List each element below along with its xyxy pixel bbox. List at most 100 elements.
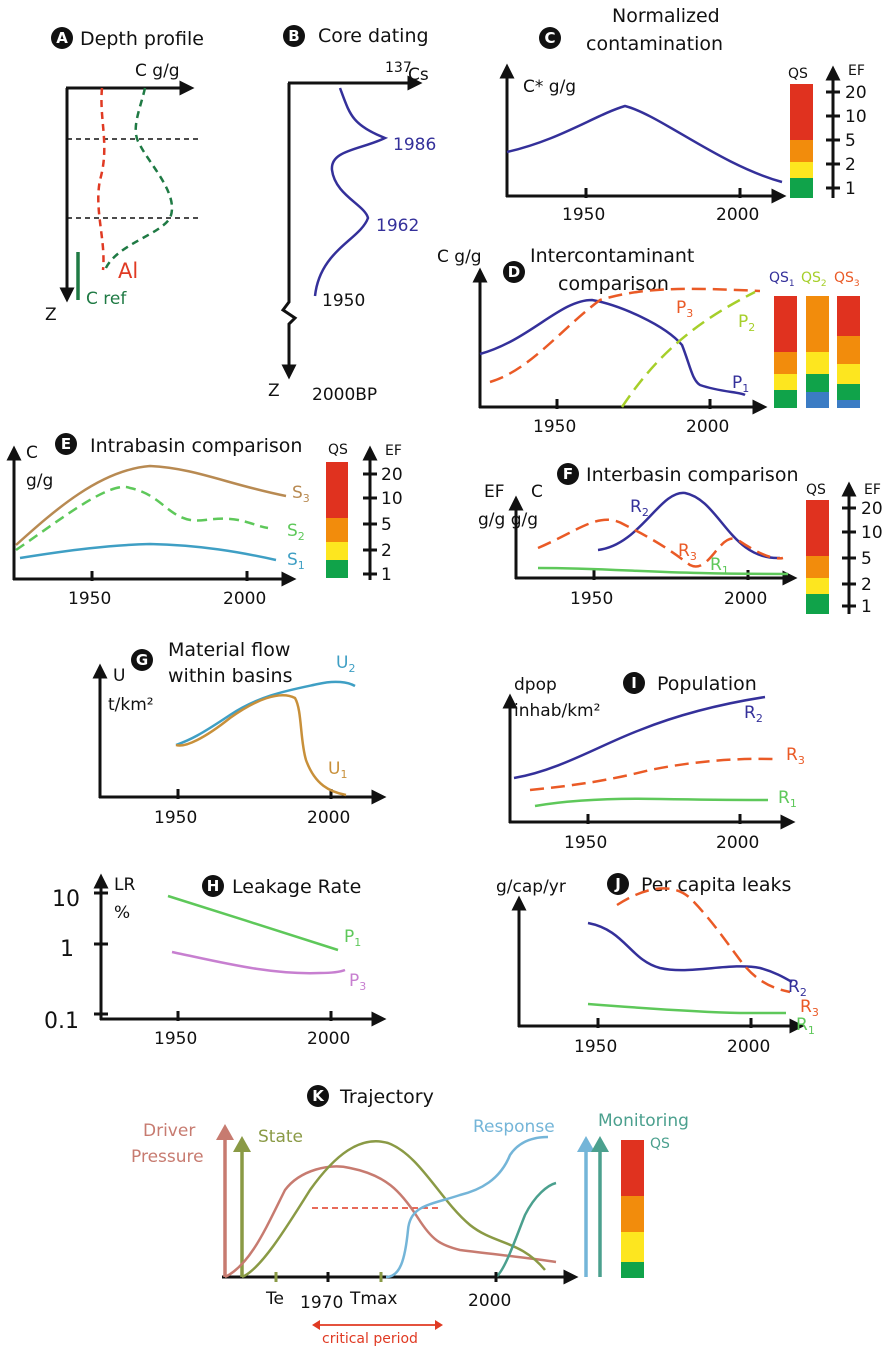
panel-h-p3-curve <box>171 950 346 975</box>
panel-d-intercontaminant-comparison: C g/g D Intercontaminant comparison 1950… <box>437 245 860 437</box>
panel-h-tick-label-2000: 2000 <box>307 1029 350 1049</box>
panel-a-cref-profile <box>103 87 174 271</box>
panel-k-monitoring-arrowhead <box>591 1136 609 1152</box>
panel-f-r1-label: R1 <box>710 555 729 577</box>
panel-i-r3-curve <box>529 757 776 792</box>
panel-e-letter: E <box>61 435 71 453</box>
panel-b-badge <box>283 25 305 47</box>
panel-k-qs-yellow <box>621 1232 644 1262</box>
panel-d-title-line2: comparison <box>558 273 669 295</box>
panel-i-badge <box>623 672 645 694</box>
panel-d-qs3-blue <box>837 400 860 408</box>
panel-i-y-label-1: dpop <box>514 675 557 695</box>
panel-d-qs3-orange <box>837 336 860 364</box>
panel-f-qs-orange <box>806 556 829 578</box>
panel-f-tick-label-2000: 2000 <box>724 589 767 609</box>
panel-f-qs-red <box>806 500 829 556</box>
panel-d-p2-label: P2 <box>738 312 755 334</box>
panel-j-letter: J <box>614 875 621 893</box>
panel-h-y-label-1: LR <box>114 875 135 895</box>
panel-j-title: Per capita leaks <box>641 874 791 896</box>
panel-a-badge <box>51 27 73 49</box>
panel-j-r1-label: R1 <box>796 1015 815 1037</box>
panel-f-ef-tick-20: 20 <box>861 499 883 519</box>
panel-d-qs1-orange <box>774 352 797 374</box>
panel-f-r3-curve <box>537 518 784 568</box>
panel-k-driver-arrowhead <box>216 1124 234 1140</box>
panel-k-qs-label: QS <box>650 1136 670 1152</box>
panel-g-tick-label-1950: 1950 <box>154 808 197 828</box>
panel-b-cs-profile <box>313 87 389 297</box>
panel-h-tick-label-1950: 1950 <box>154 1029 197 1049</box>
panel-a-title: Depth profile <box>80 28 204 50</box>
panel-c-ef-tick-20: 20 <box>845 83 867 103</box>
panel-b-cs-superscript: 137 <box>385 60 412 76</box>
panel-h-y-tick-10: 10 <box>52 887 80 912</box>
panel-c-qs-green <box>790 178 813 198</box>
panel-d-y-label: C g/g <box>437 247 482 267</box>
panel-d-qs1-green <box>774 390 797 408</box>
panel-j-r2-label: R2 <box>788 977 807 999</box>
panel-f-ef-tick-5: 5 <box>861 549 872 569</box>
panel-f-badge <box>557 463 579 485</box>
panel-e-qs-green <box>326 560 348 578</box>
panel-d-qs2-yellow <box>806 352 829 374</box>
panel-e-ef-tick-20: 20 <box>381 465 403 485</box>
panel-f-r2-label: R2 <box>630 497 649 519</box>
panel-h-p1-curve <box>167 894 339 952</box>
panel-i-r1-label: R1 <box>778 788 797 810</box>
panel-f-ef-tick-10: 10 <box>861 523 883 543</box>
panel-f-qs-label: QS <box>806 482 826 498</box>
panel-d-qs1-red <box>774 296 797 352</box>
panel-b-1962-label: 1962 <box>376 216 419 236</box>
panel-k-state-label: State <box>258 1127 303 1147</box>
panel-e-title: Intrabasin comparison <box>90 435 302 457</box>
panel-g-u1-curve <box>175 693 347 797</box>
panel-c-title-line2: contamination <box>586 33 723 55</box>
panel-f-r2-curve <box>597 491 781 560</box>
panel-f-letter: F <box>563 465 573 483</box>
panel-b-y-label: Z <box>268 381 280 401</box>
panel-k-driver-label: Driver <box>143 1121 195 1141</box>
panel-i-r2-label: R2 <box>744 703 763 725</box>
panel-k-state-arrowhead <box>233 1136 251 1152</box>
panel-e-ef-tick-2: 2 <box>381 541 392 561</box>
panel-c-qs-label: QS <box>788 66 808 82</box>
panel-a-y-label: Z <box>45 305 57 325</box>
panel-k-critical-label: critical period <box>322 1331 418 1347</box>
panel-j-r2-curve <box>587 921 793 984</box>
panel-k-qs-green <box>621 1262 644 1278</box>
panel-b-cs-label: Cs <box>408 65 429 85</box>
panel-k-1970-label: 1970 <box>300 1293 343 1313</box>
panel-d-tick-label-1950: 1950 <box>533 417 576 437</box>
panel-d-letter: D <box>508 263 520 281</box>
panel-e-s3-label: S3 <box>292 483 310 505</box>
panel-c-ef-tick-1: 1 <box>845 179 856 199</box>
panel-f-qs-yellow <box>806 578 829 594</box>
panel-e-badge <box>55 433 77 455</box>
panel-b-1986-label: 1986 <box>393 135 436 155</box>
panel-d-p1-label: P1 <box>732 373 749 395</box>
panel-a-depth-profile: A Depth profile C g/g Z Al C ref <box>45 27 204 325</box>
panel-j-tick-label-2000: 2000 <box>727 1037 770 1057</box>
panel-j-r3-label: R3 <box>800 997 819 1019</box>
panel-e-s1-curve <box>19 542 277 562</box>
panel-c-badge <box>539 27 561 49</box>
panel-d-title-line1: Intercontaminant <box>530 245 694 267</box>
panel-g-y-label-1: U <box>113 666 125 686</box>
panel-h-y-tick-1: 1 <box>60 937 74 962</box>
panel-k-te-label: Te <box>265 1289 284 1309</box>
panel-f-qs-green <box>806 594 829 614</box>
panel-e-qs-label: QS <box>328 442 348 458</box>
panel-a-x-label: C g/g <box>135 61 180 81</box>
panel-h-letter: H <box>207 877 220 895</box>
panel-f-r3-label: R3 <box>678 541 697 563</box>
panel-e-tick-label-2000: 2000 <box>223 589 266 609</box>
panel-i-title: Population <box>657 673 757 695</box>
panel-e-ef-tick-5: 5 <box>381 515 392 535</box>
panel-a-cref-label: C ref <box>86 289 127 309</box>
panel-c-tick-label-1950: 1950 <box>562 205 605 225</box>
panel-i-tick-label-1950: 1950 <box>564 833 607 853</box>
panel-d-qs2-blue <box>806 392 829 408</box>
panel-h-y-tick-0-1: 0.1 <box>44 1009 79 1034</box>
